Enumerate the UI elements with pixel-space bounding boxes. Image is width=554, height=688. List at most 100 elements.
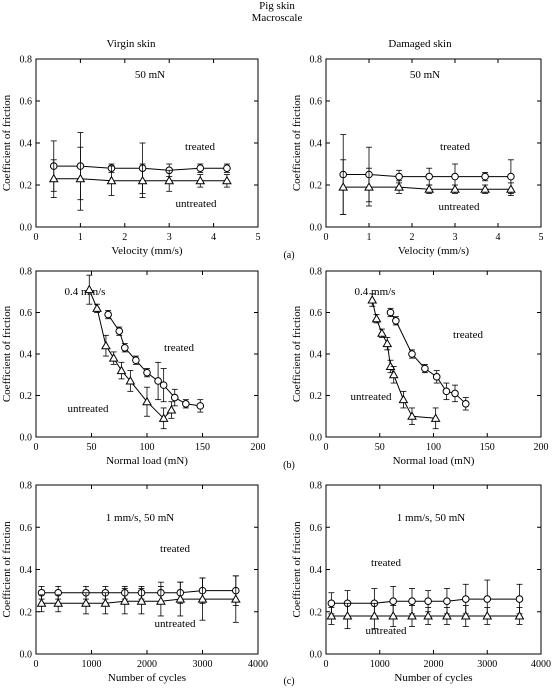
data-point-triangle bbox=[407, 411, 417, 420]
condition-label: 1 mm/s, 50 mN bbox=[106, 512, 175, 524]
data-point-circle bbox=[154, 377, 162, 385]
y-tick-label: 0.2 bbox=[20, 181, 33, 192]
data-point-triangle bbox=[450, 184, 460, 193]
data-point-triangle bbox=[369, 610, 380, 620]
data-point-triangle bbox=[442, 610, 452, 620]
data-point-triangle bbox=[84, 284, 95, 294]
series-label-untreated: untreated bbox=[176, 198, 217, 210]
data-point-triangle bbox=[36, 598, 47, 607]
data-point-triangle bbox=[480, 184, 490, 193]
x-tick-label: 150 bbox=[195, 442, 210, 453]
x-tick-label: 100 bbox=[426, 442, 441, 453]
plot-frame bbox=[35, 58, 259, 228]
data-point-triangle bbox=[342, 610, 353, 620]
y-axis-label: Coefficient of friction bbox=[1, 521, 13, 618]
plot-frame bbox=[35, 484, 259, 655]
data-point-circle bbox=[121, 343, 129, 352]
series-label-untreated: untreated bbox=[351, 391, 392, 403]
data-point-circle bbox=[104, 310, 112, 319]
x-tick-label: 5 bbox=[256, 232, 261, 243]
data-point-circle bbox=[408, 350, 416, 358]
chart-b-virgin: 0 50 100 150 200 0.0 0.2 0.4 0.6 0.8 Normal load (… bbox=[1, 267, 266, 468]
x-tick-label: 0 bbox=[34, 442, 39, 453]
y-tick-label: 0.8 bbox=[20, 481, 33, 492]
x-tick-label: 50 bbox=[375, 442, 385, 453]
data-point-triangle bbox=[166, 405, 177, 414]
y-tick-label: 0.4 bbox=[310, 565, 323, 576]
data-point-circle bbox=[159, 381, 168, 389]
data-point-circle bbox=[443, 597, 451, 605]
data-point-circle bbox=[392, 317, 400, 325]
data-point-circle bbox=[481, 172, 489, 181]
data-point-triangle bbox=[430, 413, 441, 422]
x-tick-label: 4000 bbox=[248, 659, 268, 670]
y-axis-label: Coefficient of friction bbox=[291, 305, 303, 402]
series-line bbox=[331, 598, 520, 604]
series-untreated bbox=[367, 293, 441, 430]
data-point-triangle bbox=[142, 396, 152, 406]
y-tick-label: 0.6 bbox=[20, 97, 33, 108]
y-tick-label: 0.0 bbox=[20, 433, 33, 444]
data-point-circle bbox=[432, 373, 441, 381]
column-title-damaged: Damaged skin bbox=[388, 38, 452, 50]
x-tick-label: 3 bbox=[167, 232, 172, 243]
data-point-circle bbox=[451, 389, 459, 398]
series-treated bbox=[339, 134, 515, 215]
y-tick-label: 0.0 bbox=[310, 650, 323, 661]
x-axis-label: Velocity (mm/s) bbox=[111, 245, 183, 257]
condition-label: 50 mN bbox=[410, 69, 440, 81]
x-tick-label: 2000 bbox=[137, 659, 157, 670]
data-point-triangle bbox=[222, 175, 232, 185]
y-tick-label: 0.6 bbox=[310, 97, 323, 108]
data-point-circle bbox=[143, 368, 151, 377]
series-line bbox=[41, 598, 236, 604]
data-point-circle bbox=[461, 595, 470, 603]
series-label-treated: treated bbox=[453, 329, 483, 341]
data-point-triangle bbox=[388, 610, 399, 620]
chart-panels: 0 1 2 3 4 5 0.0 0.2 0.4 0.6 0.8 Velocity (mm/s) Coef… bbox=[1, 55, 551, 685]
data-point-circle bbox=[442, 387, 451, 396]
series-label-treated: treated bbox=[371, 557, 401, 569]
data-point-triangle bbox=[482, 610, 493, 620]
data-point-triangle bbox=[164, 175, 175, 185]
data-point-triangle bbox=[125, 375, 136, 385]
data-point-triangle bbox=[424, 184, 435, 193]
data-point-triangle bbox=[136, 596, 147, 605]
data-point-triangle bbox=[100, 598, 111, 607]
row-tag-a: (a) bbox=[283, 250, 294, 261]
y-axis-label: Coefficient of friction bbox=[1, 305, 13, 402]
data-point-triangle bbox=[92, 303, 102, 312]
y-tick-label: 0.2 bbox=[310, 607, 323, 618]
y-tick-label: 0.0 bbox=[310, 433, 323, 444]
series-label-treated: treated bbox=[185, 141, 215, 153]
series-label-untreated: untreated bbox=[439, 201, 480, 213]
data-point-triangle bbox=[230, 594, 241, 603]
data-point-triangle bbox=[53, 598, 64, 607]
data-point-triangle bbox=[137, 175, 148, 185]
y-tick-label: 0.6 bbox=[20, 308, 33, 319]
y-tick-label: 0.6 bbox=[310, 308, 323, 319]
series-untreated bbox=[326, 602, 525, 630]
y-axis-label: Coefficient of friction bbox=[291, 521, 303, 618]
data-point-triangle bbox=[156, 596, 166, 605]
x-tick-label: 0 bbox=[34, 659, 39, 670]
data-point-circle bbox=[223, 164, 231, 172]
condition-label: 0.4 mm/s bbox=[65, 286, 106, 298]
x-tick-label: 5 bbox=[539, 232, 544, 243]
y-tick-label: 0.2 bbox=[310, 391, 323, 402]
data-point-circle bbox=[515, 595, 524, 603]
figure-subtitle: Macroscale bbox=[252, 12, 303, 24]
y-tick-label: 0.4 bbox=[20, 139, 33, 150]
data-point-triangle bbox=[385, 361, 396, 370]
data-point-circle bbox=[425, 172, 434, 181]
x-tick-label: 2 bbox=[122, 232, 127, 243]
data-point-triangle bbox=[119, 596, 130, 605]
data-point-triangle bbox=[460, 610, 471, 620]
series-label-untreated: untreated bbox=[68, 403, 109, 415]
condition-label: 1 mm/s, 50 mN bbox=[397, 512, 466, 524]
series-untreated bbox=[84, 274, 177, 430]
x-tick-label: 0 bbox=[34, 232, 39, 243]
data-point-circle bbox=[386, 308, 395, 317]
x-tick-label: 4 bbox=[211, 232, 216, 243]
series-label-treated: treated bbox=[164, 342, 194, 354]
